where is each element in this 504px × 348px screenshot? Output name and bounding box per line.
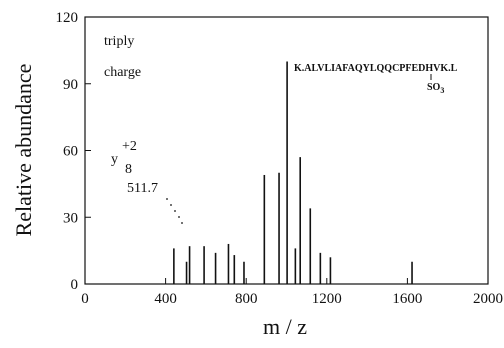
y-tick-label: 0 bbox=[71, 277, 79, 293]
x-tick-label: 1600 bbox=[392, 291, 422, 307]
peaks bbox=[173, 61, 413, 284]
ion-pointer-dot bbox=[166, 198, 168, 200]
charge-label-line2: charge bbox=[104, 65, 141, 80]
y-axis-title: Relative abundance bbox=[11, 64, 36, 237]
y-tick-label: 120 bbox=[56, 10, 79, 26]
ion-pointer-dot bbox=[174, 210, 176, 212]
x-tick-label: 400 bbox=[154, 291, 177, 307]
ion-pointer-dots bbox=[166, 198, 183, 224]
ion-label-base: y bbox=[111, 152, 118, 167]
x-tick-label: 2000 bbox=[473, 291, 503, 307]
y-tick-label: 90 bbox=[63, 77, 78, 93]
ion-label-charge: +2 bbox=[122, 139, 137, 154]
modification-label: SO3 bbox=[427, 82, 444, 95]
y-tick-label: 60 bbox=[63, 144, 78, 160]
ion-pointer-dot bbox=[181, 222, 183, 224]
ticks: 0 400 800 1200 1600 2000 0 30 60 90 120 bbox=[56, 10, 504, 307]
x-tick-label: 1200 bbox=[312, 291, 342, 307]
charge-label-line1: triply bbox=[104, 34, 134, 49]
ion-label-index: 8 bbox=[125, 162, 132, 177]
x-tick-label: 0 bbox=[81, 291, 89, 307]
x-axis-title: m / z bbox=[263, 314, 307, 339]
ion-pointer-dot bbox=[170, 204, 172, 206]
peptide-sequence-label: K.ALVLIAFAQYLQQCPFEDHVK.L bbox=[294, 63, 458, 74]
ion-mz-label: 511.7 bbox=[127, 181, 158, 196]
y-tick-label: 30 bbox=[63, 210, 78, 226]
ion-pointer-dot bbox=[178, 216, 180, 218]
x-tick-label: 800 bbox=[235, 291, 258, 307]
